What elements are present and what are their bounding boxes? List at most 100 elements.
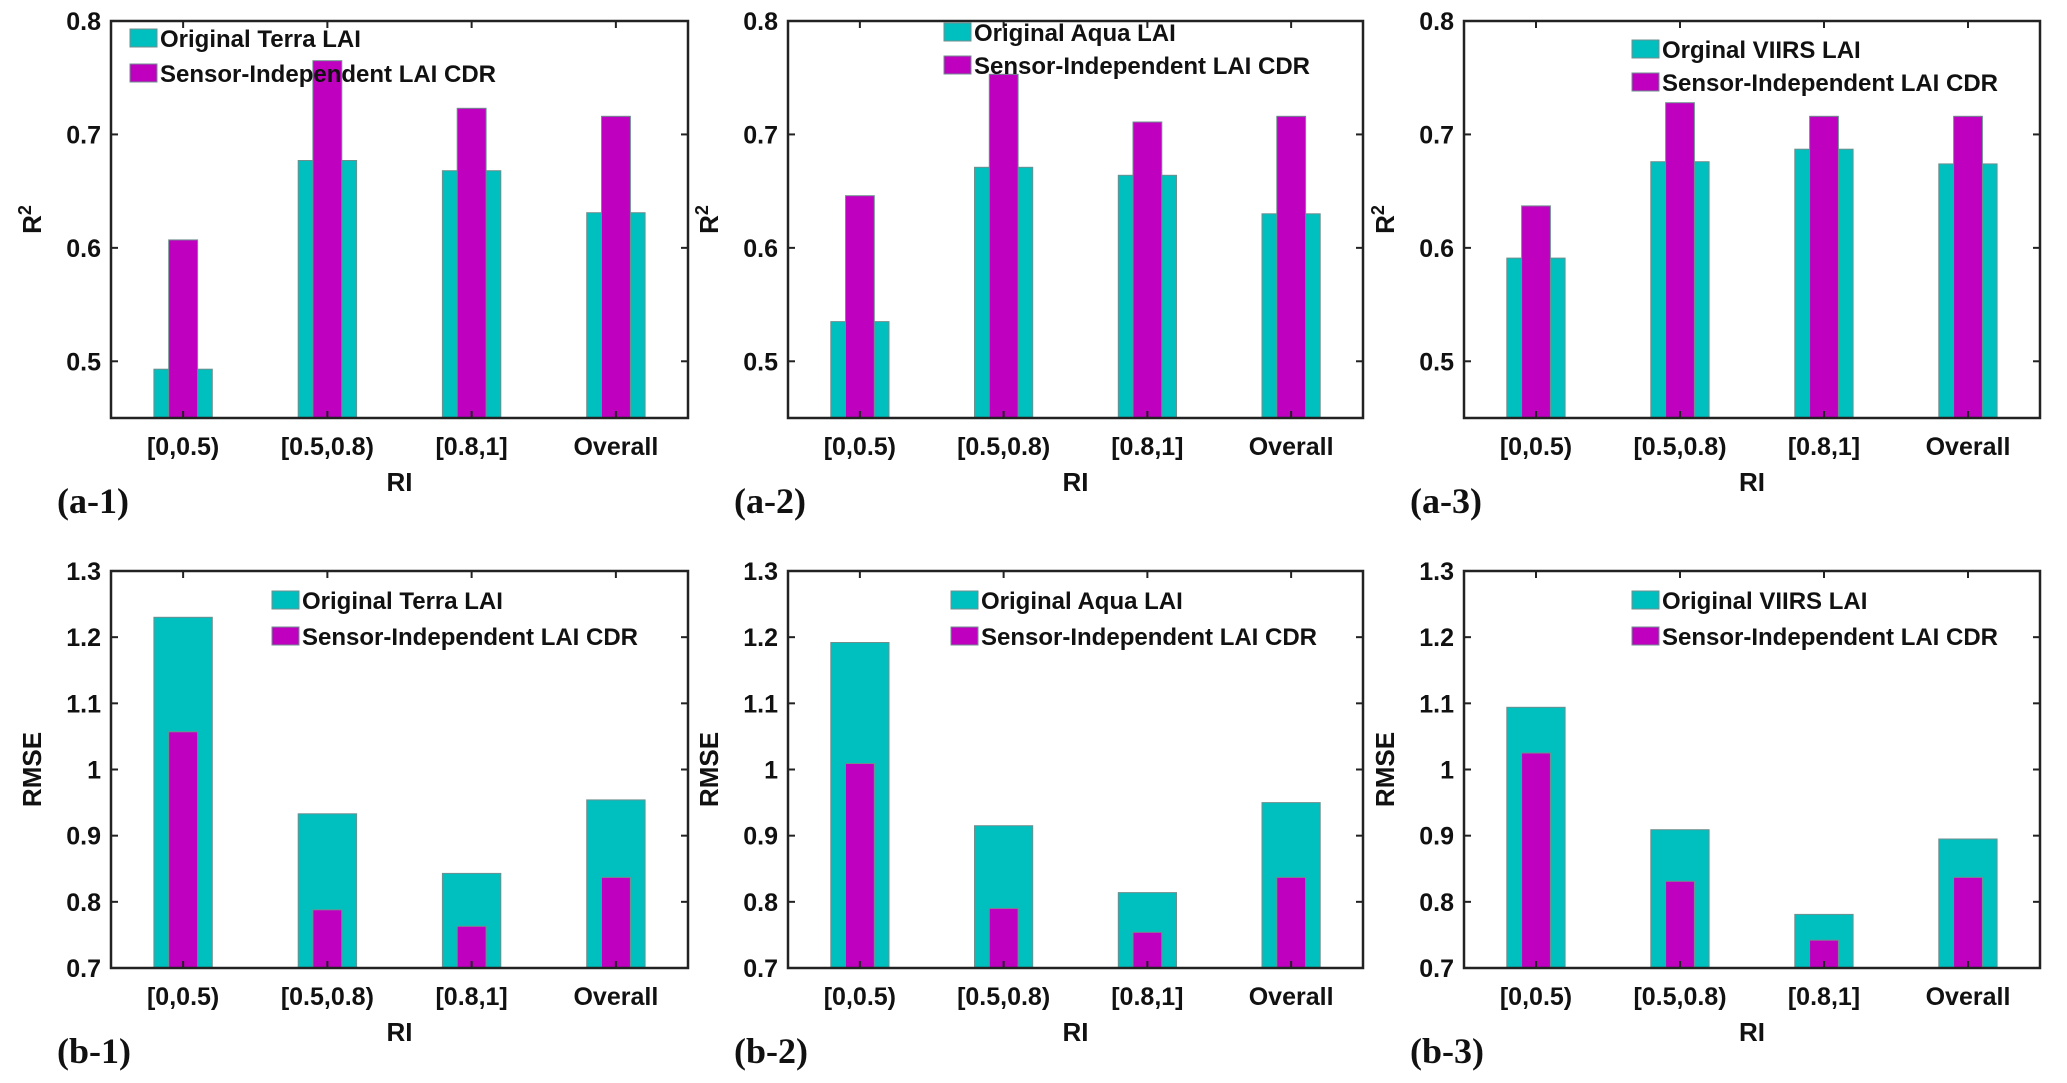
x-tick-label: [0,0.5)	[824, 983, 896, 1011]
x-tick-label: [0,0.5)	[1500, 983, 1572, 1011]
x-tick-label: [0.5,0.8)	[281, 983, 374, 1011]
axes-box	[109, 19, 690, 420]
bar-cdr-3	[601, 876, 631, 969]
legend-label-original: Original Terra LAI	[160, 26, 361, 53]
y-axis-label: R2	[15, 205, 47, 234]
legend-swatch-cdr	[129, 63, 158, 83]
legend-label-cdr: Sensor-Independent LAI CDR	[974, 53, 1310, 80]
y-tick-label: 0.8	[743, 8, 778, 36]
y-tick-label: 0.7	[743, 121, 778, 149]
legend-label-cdr: Sensor-Independent LAI CDR	[1662, 624, 1998, 651]
bar-cdr-3	[1276, 876, 1307, 969]
legend-swatch-original	[943, 22, 972, 42]
chart-panel-b-3: 0.7 0.8 0.9 1 1.1 1.2 1.3 [0,0.5) [0.5,0.8) [0.8,…	[1370, 558, 2042, 1071]
y-tick-label: 0.6	[743, 235, 778, 263]
y-tick-label: 0.9	[66, 823, 101, 851]
y-axis-label: RMSE	[17, 732, 47, 807]
bar-cdr-1	[988, 907, 1019, 969]
legend-label-cdr: Sensor-Independent LAI CDR	[160, 61, 496, 88]
legend-label-original: Original Terra LAI	[302, 588, 503, 615]
x-axis-label: RI	[1739, 467, 1765, 497]
chart-panel-b-1: 0.7 0.8 0.9 1 1.1 1.2 1.3 [0,0.5) [0.5,0.8) [0.8,…	[17, 558, 690, 1071]
y-tick-label: 1	[87, 757, 101, 785]
y-tick-label: 0.8	[1419, 8, 1454, 36]
x-tick-label: [0.5,0.8)	[1633, 983, 1726, 1011]
x-tick-label: [0.8,1]	[1111, 983, 1183, 1011]
bar-cdr-1	[312, 60, 343, 419]
x-tick-label: Overall	[1926, 433, 2011, 461]
y-tick-label: 0.9	[1419, 823, 1454, 851]
x-tick-label: [0,0.5)	[824, 433, 896, 461]
bar-cdr-3	[1953, 876, 1983, 969]
legend: Orginal VIIRS LAI Sensor-Independent LAI …	[1631, 37, 1998, 97]
bar-cdr-1	[1665, 102, 1695, 419]
y-axis-label: R2	[1368, 205, 1400, 234]
y-tick-label: 0.5	[743, 348, 778, 376]
legend: Original Aqua LAI Sensor-Independent LAI …	[943, 20, 1310, 80]
y-tick-label: 1.2	[66, 624, 101, 652]
y-tick-label: 1	[764, 757, 778, 785]
x-tick-label: [0.8,1]	[1788, 983, 1860, 1011]
legend-label-cdr: Sensor-Independent LAI CDR	[302, 624, 638, 651]
x-tick-label: [0.8,1]	[1788, 433, 1860, 461]
panel-label: (b-1)	[57, 1031, 131, 1071]
bar-cdr-3	[601, 115, 631, 419]
legend-swatch-original	[950, 590, 979, 610]
x-tick-label: [0.5,0.8)	[957, 433, 1050, 461]
y-tick-label: 1.1	[1419, 690, 1454, 718]
panel-label: (a-2)	[734, 481, 806, 521]
bar-cdr-0	[845, 763, 875, 969]
y-tick-label: 0.6	[1419, 235, 1454, 263]
x-axis-label: RI	[387, 467, 413, 497]
y-axis-label: R2	[692, 205, 724, 234]
bar-cdr-2	[1809, 115, 1839, 419]
y-axis-label-superscript: 2	[15, 205, 35, 215]
legend-swatch-original	[1631, 590, 1660, 610]
chart-panel-a-1: 0.5 0.6 0.7 0.8 [0,0.5) [0.5,0.8) [0.8,1] Overa…	[15, 8, 690, 521]
y-tick-label: 0.8	[1419, 889, 1454, 917]
legend-label-original: Original VIIRS LAI	[1662, 588, 1867, 615]
y-tick-label: 0.8	[66, 8, 101, 36]
y-axis-label: RMSE	[694, 732, 724, 807]
bar-cdr-1	[1665, 880, 1695, 969]
bar-cdr-3	[1953, 115, 1983, 419]
y-tick-label: 1.1	[743, 690, 778, 718]
y-tick-label: 1.2	[1419, 624, 1454, 652]
chart-panel-b-2: 0.7 0.8 0.9 1 1.1 1.2 1.3 [0,0.5) [0.5,0.8) [0.8,…	[694, 558, 1365, 1071]
x-tick-label: Overall	[1249, 433, 1334, 461]
y-tick-label: 0.9	[743, 823, 778, 851]
y-tick-label: 1.3	[743, 558, 778, 586]
x-tick-label: [0.8,1]	[435, 433, 507, 461]
y-tick-label: 1.1	[66, 690, 101, 718]
legend-swatch-cdr	[271, 626, 300, 646]
x-tick-label: [0,0.5)	[147, 983, 219, 1011]
legend-label-original: Original Aqua LAI	[981, 588, 1183, 615]
bar-cdr-0	[168, 731, 199, 969]
legend-swatch-cdr	[1631, 72, 1660, 92]
y-tick-label: 0.7	[66, 955, 101, 983]
axes-box	[786, 19, 1365, 420]
y-tick-label: 1.2	[743, 624, 778, 652]
y-tick-label: 1	[1440, 757, 1454, 785]
y-tick-label: 0.8	[743, 889, 778, 917]
chart-panel-a-2: 0.5 0.6 0.7 0.8 [0,0.5) [0.5,0.8) [0.8,1] Overa…	[692, 8, 1365, 521]
x-tick-label: [0.5,0.8)	[281, 433, 374, 461]
bar-cdr-1	[988, 73, 1019, 419]
bar-cdr-0	[1521, 205, 1551, 419]
chart-panel-a-3: 0.5 0.6 0.7 0.8 [0,0.5) [0.5,0.8) [0.8,1] Overa…	[1368, 8, 2042, 521]
axes-box	[1462, 19, 2042, 420]
y-tick-label: 0.6	[66, 235, 101, 263]
y-tick-label: 0.7	[1419, 121, 1454, 149]
y-tick-label: 0.5	[66, 348, 101, 376]
x-axis-label: RI	[387, 1017, 413, 1047]
y-axis-label-superscript: 2	[1368, 205, 1388, 215]
panel-label: (b-3)	[1410, 1031, 1484, 1071]
x-tick-label: Overall	[1926, 983, 2011, 1011]
x-tick-label: [0,0.5)	[1500, 433, 1572, 461]
bar-cdr-2	[1132, 121, 1163, 419]
y-tick-label: 0.7	[1419, 955, 1454, 983]
y-tick-label: 0.5	[1419, 348, 1454, 376]
x-axis-label: RI	[1063, 467, 1089, 497]
x-tick-label: Overall	[573, 433, 658, 461]
